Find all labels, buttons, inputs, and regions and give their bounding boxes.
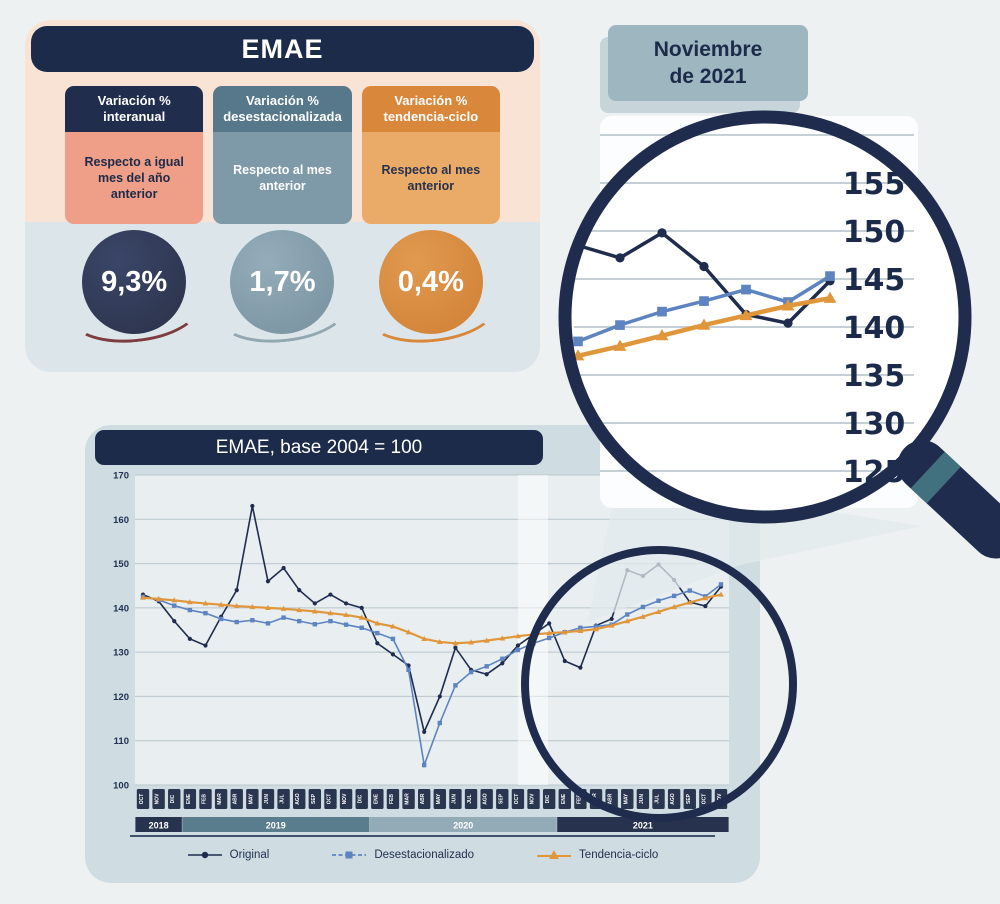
column-desestacionalizada-sublabel: Respecto al mes anterior	[213, 132, 352, 224]
svg-text:140: 140	[113, 603, 129, 614]
svg-text:150: 150	[843, 215, 906, 250]
svg-text:ENE: ENE	[373, 793, 379, 804]
svg-text:ABR: ABR	[608, 793, 614, 804]
svg-text:2019: 2019	[266, 821, 286, 831]
chart-legend: Original Desestacionalizado Tendencia-ci…	[130, 835, 715, 873]
column-interanual: Variación % interanual Respecto a igual …	[65, 86, 204, 224]
svg-text:ENE: ENE	[561, 793, 567, 804]
svg-text:NOV: NOV	[342, 793, 348, 805]
period-month: Noviembre	[653, 37, 763, 61]
svg-text:JUL: JUL	[655, 794, 661, 803]
svg-text:120: 120	[113, 692, 129, 703]
svg-text:170: 170	[113, 471, 129, 482]
svg-text:130: 130	[113, 648, 129, 659]
summary-card: EMAE Variación % interanual Respecto a i…	[25, 20, 540, 372]
period-label: Noviembre de 2021	[608, 25, 808, 101]
tendencia-circle-cell: 0,4%	[362, 230, 500, 349]
svg-text:FEB: FEB	[576, 794, 582, 804]
tendencia-value-badge: 0,4%	[378, 230, 483, 334]
legend-tendencia-label: Tendencia-ciclo	[579, 849, 659, 861]
svg-text:130: 130	[843, 407, 906, 442]
svg-text:FEB: FEB	[201, 794, 207, 804]
svg-text:JUL: JUL	[467, 794, 473, 803]
legend-original-marker-icon	[187, 851, 222, 859]
value-circles: 9,3% 1,7% 0,4%	[65, 230, 500, 349]
svg-text:145: 145	[843, 263, 906, 298]
svg-text:125: 125	[843, 455, 906, 490]
svg-text:140: 140	[843, 311, 906, 346]
column-tendencia: Variación % tendencia-ciclo Respecto al …	[361, 86, 500, 224]
svg-text:JUL: JUL	[280, 794, 286, 803]
svg-text:SEP: SEP	[686, 793, 692, 804]
svg-text:MAR: MAR	[405, 793, 411, 805]
legend-tendencia-marker-icon	[537, 849, 572, 859]
column-desestacionalizada-header: Variación % desestacionalizada	[213, 86, 352, 132]
interanual-value-badge: 9,3%	[82, 230, 187, 334]
legend-item-tendencia: Tendencia-ciclo	[536, 849, 658, 862]
svg-text:OCT: OCT	[701, 794, 707, 805]
svg-text:NOV: NOV	[530, 793, 536, 805]
svg-text:MAY: MAY	[248, 793, 254, 804]
svg-text:OCT: OCT	[326, 794, 332, 805]
main-chart-svg: 170 160 150 140 130 120 110 100 OCT NOV DIC ENE FEB M…	[113, 471, 729, 832]
svg-text:2018: 2018	[149, 821, 169, 831]
svg-text:ABR: ABR	[233, 793, 239, 804]
svg-text:MAY: MAY	[436, 793, 442, 804]
svg-text:110: 110	[114, 736, 129, 747]
period-year: de 2021	[669, 65, 747, 88]
chart-card: EMAE, base 2004 = 100 170 160 150 140 130 120…	[85, 425, 760, 883]
svg-text:MAR: MAR	[217, 793, 223, 805]
variation-columns: Variación % interanual Respecto a igual …	[65, 86, 500, 224]
svg-text:MAR: MAR	[592, 793, 598, 805]
svg-text:ENE: ENE	[186, 793, 192, 804]
legend-item-original: Original	[187, 849, 270, 861]
svg-text:SEP: SEP	[311, 793, 317, 804]
svg-text:JUN: JUN	[639, 794, 645, 804]
svg-text:MAY: MAY	[623, 793, 629, 804]
svg-text:155: 155	[843, 167, 906, 202]
svg-text:DIC: DIC	[170, 794, 176, 803]
svg-text:ABR: ABR	[420, 793, 426, 804]
svg-text:FEB: FEB	[389, 794, 395, 804]
svg-text:JUN: JUN	[451, 794, 457, 804]
legend-desestacionalizado-label: Desestacionalizado	[374, 849, 475, 861]
interanual-circle-cell: 9,3%	[65, 230, 203, 349]
legend-desestacionalizado-marker-icon	[332, 851, 367, 859]
svg-text:AGO: AGO	[483, 793, 489, 805]
svg-text:2021: 2021	[633, 821, 653, 831]
svg-text:150: 150	[113, 559, 129, 570]
column-tendencia-sublabel: Respecto al mes anterior	[361, 132, 500, 224]
desestacionalizada-value-badge: 1,7%	[230, 230, 335, 334]
svg-text:NOV: NOV	[717, 793, 723, 805]
svg-text:135: 135	[843, 359, 906, 394]
svg-text:160: 160	[113, 515, 129, 526]
svg-text:NOV: NOV	[155, 793, 161, 805]
svg-text:2020: 2020	[453, 821, 473, 831]
legend-original-label: Original	[229, 849, 270, 861]
column-interanual-sublabel: Respecto a igual mes del año anterior	[65, 132, 204, 224]
svg-text:AGO: AGO	[295, 793, 301, 805]
legend-item-desestacionalizado: Desestacionalizado	[331, 849, 474, 861]
summary-title: EMAE	[31, 26, 534, 72]
chart-title: EMAE, base 2004 = 100	[95, 430, 543, 465]
column-desestacionalizada: Variación % desestacionalizada Respecto …	[213, 86, 352, 224]
column-interanual-header: Variación % interanual	[65, 86, 204, 132]
svg-text:JUN: JUN	[264, 794, 270, 804]
svg-text:DIC: DIC	[358, 794, 364, 803]
svg-text:AGO: AGO	[670, 793, 676, 805]
svg-text:DIC: DIC	[545, 794, 551, 803]
column-tendencia-header: Variación % tendencia-ciclo	[361, 86, 500, 132]
svg-text:OCT: OCT	[514, 794, 520, 805]
desestacionalizada-circle-cell: 1,7%	[213, 230, 351, 349]
svg-text:OCT: OCT	[139, 794, 145, 805]
svg-text:SEP: SEP	[498, 793, 504, 804]
svg-text:100: 100	[113, 781, 129, 792]
